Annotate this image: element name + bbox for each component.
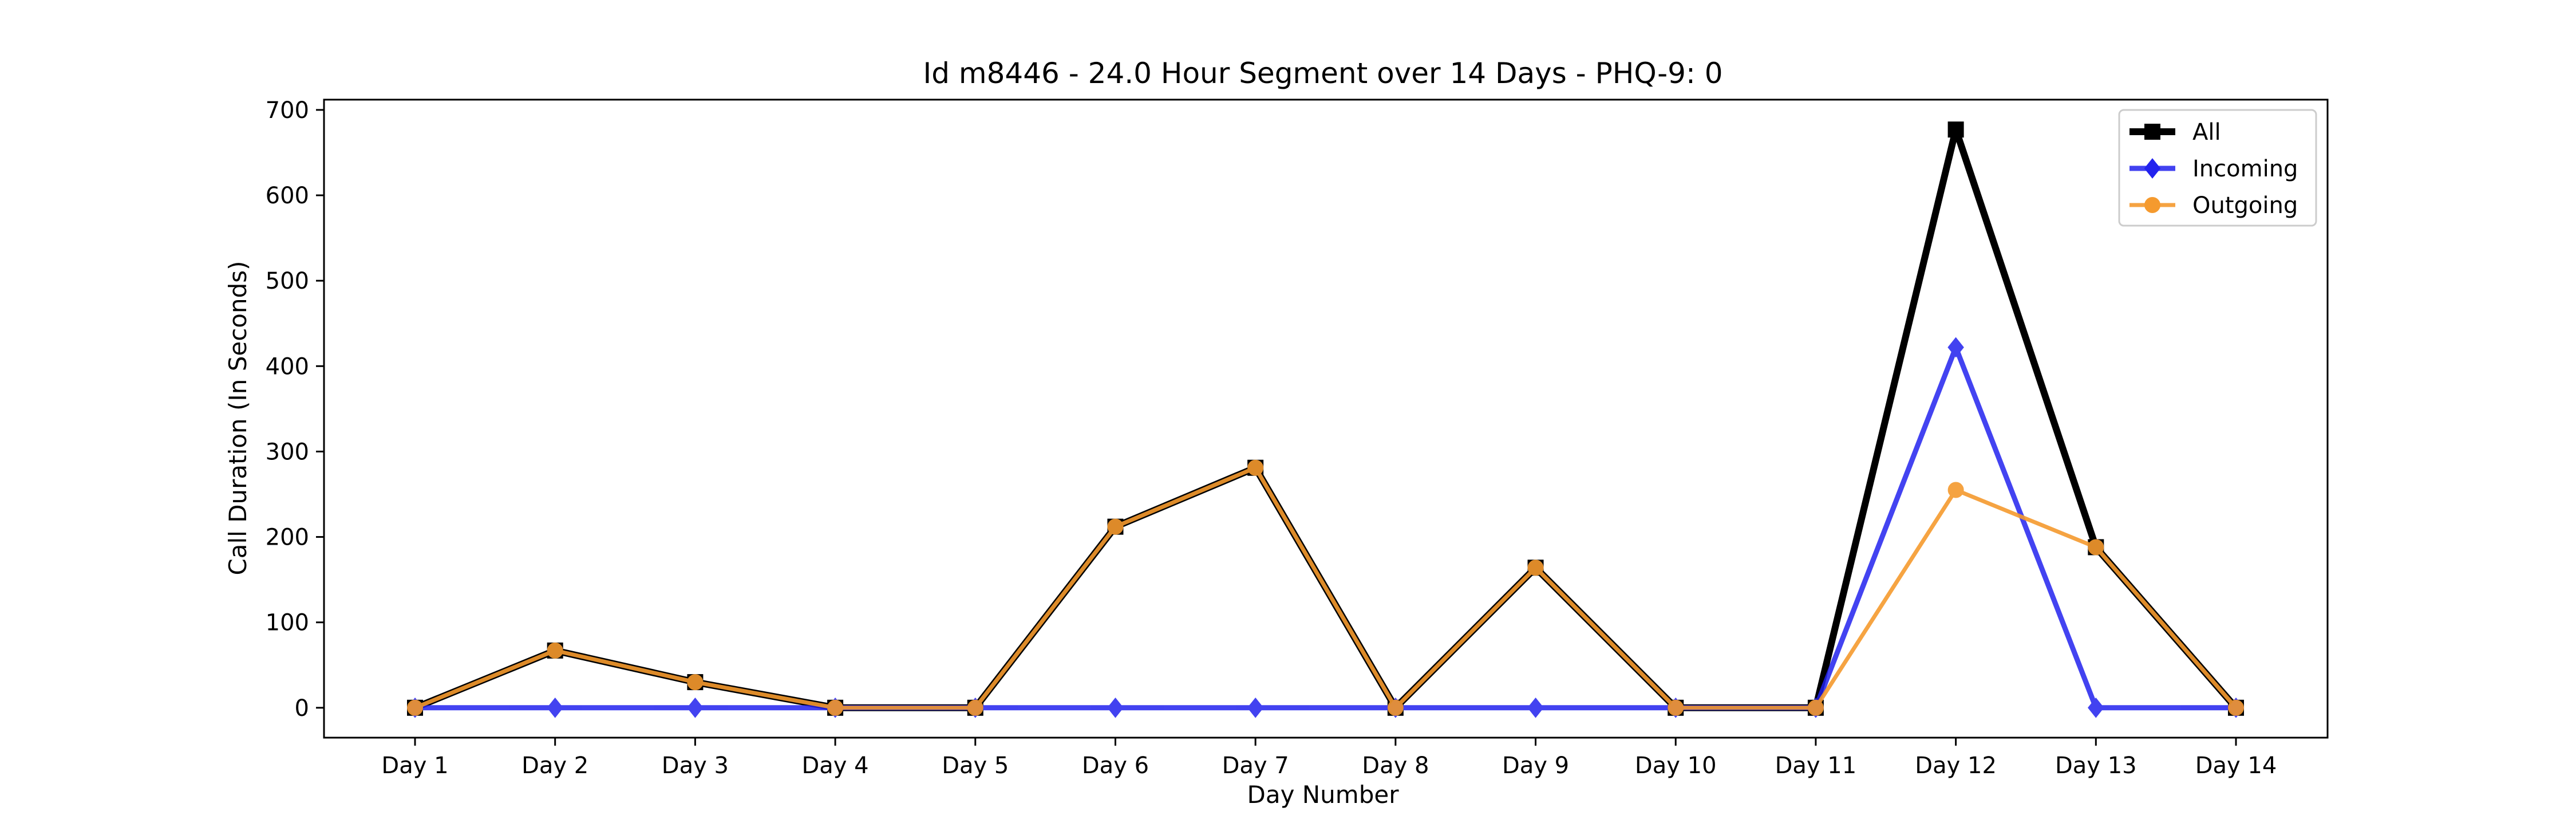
- chart-title: Id m8446 - 24.0 Hour Segment over 14 Day…: [923, 57, 1722, 90]
- legend-label: All: [2192, 119, 2221, 145]
- legend: All Incoming Outgoing: [2118, 109, 2317, 227]
- x-tick-label: Day 2: [521, 753, 588, 779]
- y-tick-label: 600: [266, 183, 309, 209]
- data-point-outgoing: [967, 699, 983, 716]
- y-axis-label: Call Duration (In Seconds): [224, 261, 252, 575]
- legend-box: [2118, 109, 2317, 227]
- data-point-incoming: [2088, 697, 2104, 718]
- legend-label: Outgoing: [2192, 192, 2298, 219]
- x-tick-label: Day 1: [381, 753, 448, 779]
- y-tick-label: 200: [266, 525, 309, 551]
- x-tick-label: Day 4: [801, 753, 868, 779]
- data-point-incoming: [687, 697, 704, 718]
- series-line-outgoing: [414, 466, 2238, 710]
- series-line-incoming: [415, 344, 2236, 711]
- data-point-outgoing: [1387, 699, 1404, 716]
- data-point-outgoing: [1807, 699, 1824, 716]
- legend-marker: [2144, 124, 2160, 140]
- x-tick-label: Day 14: [2195, 753, 2277, 779]
- data-point-outgoing: [1947, 482, 1964, 498]
- legend-item-outgoing: Outgoing: [2129, 192, 2298, 219]
- data-point-incoming: [1247, 697, 1264, 718]
- data-point-incoming: [1947, 337, 1964, 358]
- legend-marker: [2144, 197, 2160, 213]
- x-tick-label: Day 10: [1635, 753, 1717, 779]
- data-point-outgoing: [2228, 699, 2244, 716]
- data-point-outgoing: [2088, 539, 2104, 556]
- y-tick-label: 0: [295, 695, 309, 722]
- data-point-outgoing: [1527, 560, 1544, 576]
- plot-frame: [323, 99, 2329, 739]
- x-tick-label: Day 6: [1082, 753, 1149, 779]
- data-point-outgoing: [1247, 459, 1264, 476]
- y-tick-label: 300: [266, 439, 309, 465]
- legend-item-all: All: [2129, 119, 2221, 145]
- x-tick-label: Day 8: [1362, 753, 1429, 779]
- y-tick-label: 500: [266, 268, 309, 294]
- data-point-outgoing: [407, 699, 423, 716]
- data-point-incoming: [1107, 697, 1124, 718]
- x-tick-label: Day 11: [1775, 753, 1857, 779]
- y-tick-label: 400: [266, 353, 309, 380]
- x-tick-label: Day 5: [942, 753, 1009, 779]
- data-point-outgoing: [827, 699, 844, 716]
- plot-area: 0 100 200 300 400 500 600 700 Day 1 Day 2 Day 3 Day…: [266, 97, 2329, 779]
- y-tick-label: 700: [266, 97, 309, 124]
- series-outgoing: [407, 459, 2244, 716]
- data-point-all: [1947, 121, 1964, 138]
- legend-label: Incoming: [2192, 156, 2298, 182]
- x-tick-label: Day 3: [662, 753, 729, 779]
- data-point-outgoing: [1107, 518, 1124, 535]
- data-point-outgoing: [1668, 699, 1684, 716]
- x-axis-label: Day Number: [1247, 781, 1399, 809]
- data-point-incoming: [547, 697, 563, 718]
- x-tick-label: Day 7: [1222, 753, 1289, 779]
- data-point-outgoing: [547, 642, 563, 659]
- x-tick-label: Day 9: [1502, 753, 1569, 779]
- data-point-incoming: [1527, 697, 1544, 718]
- data-point-outgoing: [687, 674, 704, 691]
- x-tick-label: Day 12: [1915, 753, 1997, 779]
- legend-item-incoming: Incoming: [2129, 156, 2298, 182]
- x-tick-label: Day 13: [2055, 753, 2137, 779]
- y-tick-label: 100: [266, 610, 309, 636]
- legend-marker: [2144, 158, 2161, 179]
